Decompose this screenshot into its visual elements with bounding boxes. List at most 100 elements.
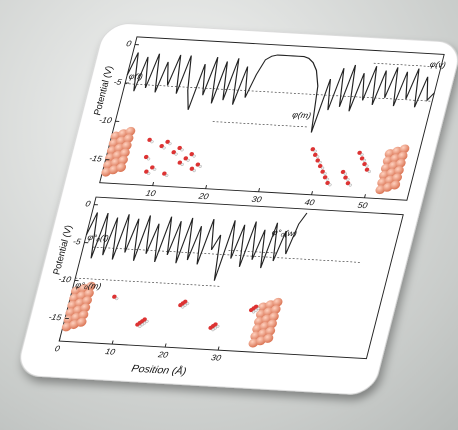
y-tick-label: -10 [57, 274, 72, 284]
electrode-atom [83, 288, 94, 298]
electrode-atom [392, 173, 402, 183]
oxygen [189, 166, 195, 171]
oxygen [325, 180, 330, 185]
oxygen [150, 165, 155, 170]
electrode-atom [119, 148, 130, 158]
plot-frame [58, 196, 404, 360]
guide-line [75, 277, 220, 287]
electrode-atom [61, 322, 72, 332]
hydrogen [365, 164, 369, 168]
electrode-atom [375, 185, 386, 195]
hydrogen [143, 321, 147, 325]
hydrogen [145, 319, 149, 323]
hydrogen [174, 152, 178, 156]
electrode-atom [121, 141, 132, 151]
oxygen [317, 163, 323, 169]
hydrogen [168, 142, 172, 146]
electrode-atom [393, 166, 404, 176]
hydrogen [181, 305, 185, 309]
oxygen [177, 160, 183, 165]
guide-line [124, 83, 433, 102]
hydrogen [252, 310, 256, 314]
electrode-atom [82, 296, 93, 306]
electrode-atom [270, 305, 281, 315]
electrode-atom [116, 162, 127, 172]
hydrogen [198, 165, 202, 168]
electrode-atom [85, 281, 96, 291]
hydrogen [216, 324, 220, 328]
x-tick [164, 343, 167, 348]
hydrogen [328, 183, 332, 187]
hydrogen [367, 170, 371, 174]
x-tick [111, 340, 114, 345]
electrode-atom [76, 317, 87, 327]
hydrogen [138, 325, 142, 328]
hydrogen [147, 157, 151, 161]
oxygen [189, 152, 195, 157]
oxygen [315, 158, 320, 163]
x-tick [217, 346, 220, 351]
oxygen [345, 181, 351, 186]
hydrogen [162, 146, 166, 150]
x-tick [205, 185, 208, 189]
x-tick [311, 191, 313, 195]
x-axis-label: Position (Å) [130, 362, 188, 377]
potential-line [126, 52, 435, 133]
electrode-atom [382, 182, 393, 192]
electrode-atom [248, 338, 259, 348]
x-tick [364, 194, 366, 198]
electrode-atom [265, 326, 276, 336]
x-tick-label: 0 [54, 344, 62, 354]
electrode-atom [125, 126, 136, 136]
hydrogen [346, 178, 350, 181]
oxygen [144, 169, 149, 174]
annotation: φ(v) [429, 59, 447, 69]
oxygen [195, 162, 201, 167]
hydrogen [153, 167, 157, 171]
hydrogen [150, 140, 154, 144]
electrode-atom [78, 310, 89, 320]
hydrogen [183, 303, 187, 307]
electrode-atom [397, 151, 408, 161]
x-tick-label: 30 [210, 353, 222, 363]
hydrogen [254, 308, 258, 312]
hydrogen [348, 183, 352, 187]
annotation: φ°₀(f) [87, 232, 110, 243]
hydrogen [343, 172, 348, 176]
x-tick-label: 10 [104, 346, 116, 356]
hydrogen [256, 307, 260, 311]
annotation: φ°₀(w) [271, 227, 298, 238]
oxygen [248, 307, 254, 313]
oxygen [147, 137, 152, 142]
hydrogen [186, 302, 190, 306]
hydrogen [316, 155, 320, 159]
oxygen [177, 145, 182, 151]
electrode-atom [390, 180, 401, 190]
guide-line [212, 121, 309, 128]
electrode-atom [272, 297, 283, 307]
oxygen [310, 147, 316, 152]
card-background [20, 23, 458, 395]
y-tick-label: -15 [88, 153, 103, 163]
x-tick-label: 40 [304, 197, 316, 207]
oxygen [135, 322, 140, 327]
oxygen [322, 175, 328, 180]
hydrogen [147, 172, 151, 176]
y-tick-label: -5 [113, 77, 123, 87]
hydrogen [165, 174, 169, 177]
oxygen [362, 161, 367, 167]
hydrogen [180, 148, 184, 152]
annotation: φ(m) [291, 110, 312, 121]
x-tick-label: 30 [251, 194, 263, 204]
oxygen [162, 171, 167, 176]
hydrogen [362, 158, 367, 162]
hydrogen [140, 323, 144, 327]
guide-line [228, 249, 277, 254]
potential-line [85, 212, 308, 281]
electrode-atom [123, 134, 134, 144]
hydrogen [213, 326, 218, 330]
hydrogen [313, 149, 317, 153]
oxygen [312, 152, 318, 157]
